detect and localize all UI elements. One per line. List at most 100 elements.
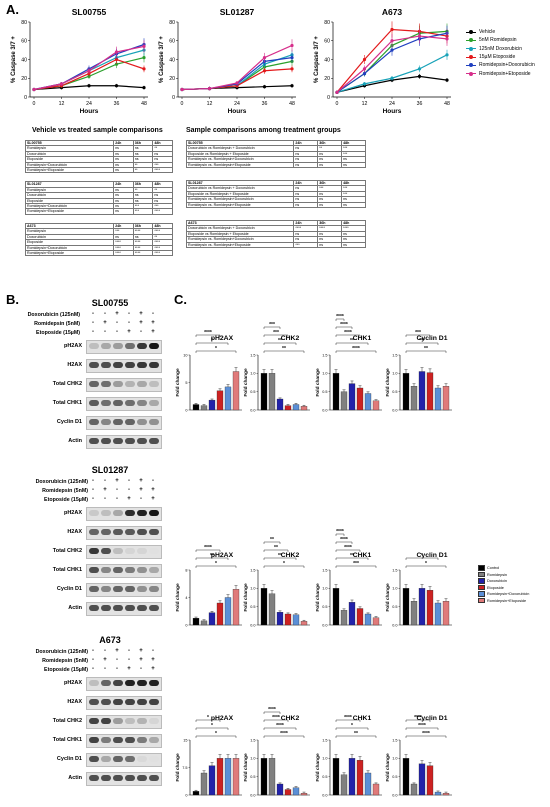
data-point	[142, 86, 146, 90]
y-tick-label: 0.5	[250, 775, 255, 779]
blot-band	[101, 419, 111, 425]
bar	[426, 590, 434, 626]
blot-band	[125, 343, 135, 349]
blot-band	[125, 381, 135, 387]
stats-table-a673: A673 24h 36h 48h Romidepsin *** **** **** Doxoru…	[24, 222, 173, 257]
bar	[292, 404, 300, 411]
treatment-label: Romidepsin (5nM)	[42, 488, 88, 494]
bar	[410, 601, 418, 626]
bar	[200, 405, 208, 411]
data-point	[59, 82, 64, 86]
blot-strip	[86, 734, 162, 748]
stats-table-sl00755: SL00755 24h 36h 48h Romidepsin ns ns ** Doxorubi…	[24, 139, 173, 174]
data-point	[445, 37, 449, 41]
bar	[332, 758, 340, 796]
bar	[372, 617, 380, 626]
bar	[300, 406, 308, 411]
legend-marker	[466, 71, 476, 76]
blot-band	[149, 605, 159, 611]
blot-row-label: Actin	[68, 438, 82, 444]
line-chart-title: A673	[382, 7, 403, 17]
blot-band	[101, 510, 111, 516]
y-tick-label: 20	[21, 76, 27, 82]
bar	[442, 386, 450, 411]
y-tick-label: 40	[169, 57, 175, 63]
bar	[260, 373, 268, 411]
bar	[426, 372, 434, 411]
treatment-sign: +	[139, 320, 143, 326]
legend-item: 15µM Etoposide	[466, 53, 550, 61]
table-cell: Romidepsin+Etoposide	[24, 249, 115, 257]
treatment-sign: +	[127, 496, 131, 502]
bar	[300, 621, 308, 626]
y-axis-label: Fold change	[243, 753, 249, 782]
significance-label: ****	[418, 723, 426, 729]
significance-label: **	[210, 553, 214, 559]
blot-band	[125, 400, 135, 406]
bar	[192, 404, 200, 411]
treatment-sign: +	[151, 496, 155, 502]
blot-title: A673	[99, 635, 121, 645]
y-tick-label: 1.5	[322, 353, 327, 357]
significance-bracket	[405, 719, 431, 722]
blot-band	[125, 362, 135, 368]
significance-label: ***	[419, 338, 425, 344]
y-tick-label: 0.5	[322, 775, 327, 779]
legend-dot	[469, 71, 473, 76]
blot-band	[113, 438, 123, 444]
x-tick-label: 48	[141, 101, 147, 107]
blot-band	[125, 775, 135, 781]
blot-band	[89, 548, 99, 554]
blot-strip	[86, 715, 162, 729]
legend-swatch	[478, 591, 485, 597]
treatment-label: Doxorubicin (125nM)	[35, 649, 88, 655]
treatment-sign: -	[92, 311, 94, 317]
table-cell: Romidepsin vs. Romidepsin+Doxorubicin	[185, 156, 295, 163]
y-tick-label: 0.0	[250, 793, 255, 797]
blot-strip	[86, 753, 162, 767]
treatment-sign: -	[92, 496, 94, 502]
bar	[224, 597, 232, 626]
blot-strip	[86, 696, 162, 710]
blot-band	[125, 548, 135, 554]
y-axis-label: Fold change	[315, 753, 321, 782]
bar-chart-title: CHK2	[281, 715, 300, 722]
treatment-sign: -	[92, 487, 94, 493]
blot-band	[89, 680, 99, 686]
data-point	[445, 78, 449, 82]
significance-bracket	[405, 727, 439, 730]
blot-band	[89, 529, 99, 535]
y-tick-label: 0	[24, 95, 27, 101]
blot-row-label: pH2AX	[63, 680, 82, 686]
x-tick-label: 48	[444, 101, 450, 107]
blot-band	[125, 586, 135, 592]
significance-bracket	[195, 549, 221, 552]
significance-label: ***	[415, 330, 421, 336]
bar	[300, 793, 308, 796]
data-point	[362, 67, 367, 71]
y-tick-label: 0	[185, 793, 187, 797]
treatment-sign: -	[128, 311, 130, 317]
y-axis-label: Fold change	[175, 368, 181, 397]
significance-label: ****	[344, 545, 352, 551]
treatment-sign: -	[92, 648, 94, 654]
y-tick-label: 80	[21, 20, 27, 26]
treatment-sign: +	[127, 329, 131, 335]
bar	[340, 774, 348, 796]
stats-table-sl01287: SL01287 24h 36h 48h Doxorubicin vs Romidepsi…	[185, 179, 366, 209]
blot-band	[149, 737, 159, 743]
blot-band	[113, 586, 123, 592]
table-cell: ns	[341, 161, 366, 169]
blot-band	[113, 362, 123, 368]
bar	[356, 608, 364, 626]
y-axis-label: Fold change	[385, 583, 391, 612]
bar	[372, 783, 380, 796]
y-tick-label: 60	[169, 39, 175, 45]
blot-band	[113, 718, 123, 724]
treatment-sign: -	[116, 320, 118, 326]
bar	[192, 791, 200, 796]
significance-label: ****	[340, 322, 348, 328]
blot-band	[89, 381, 99, 387]
blot-band	[89, 400, 99, 406]
